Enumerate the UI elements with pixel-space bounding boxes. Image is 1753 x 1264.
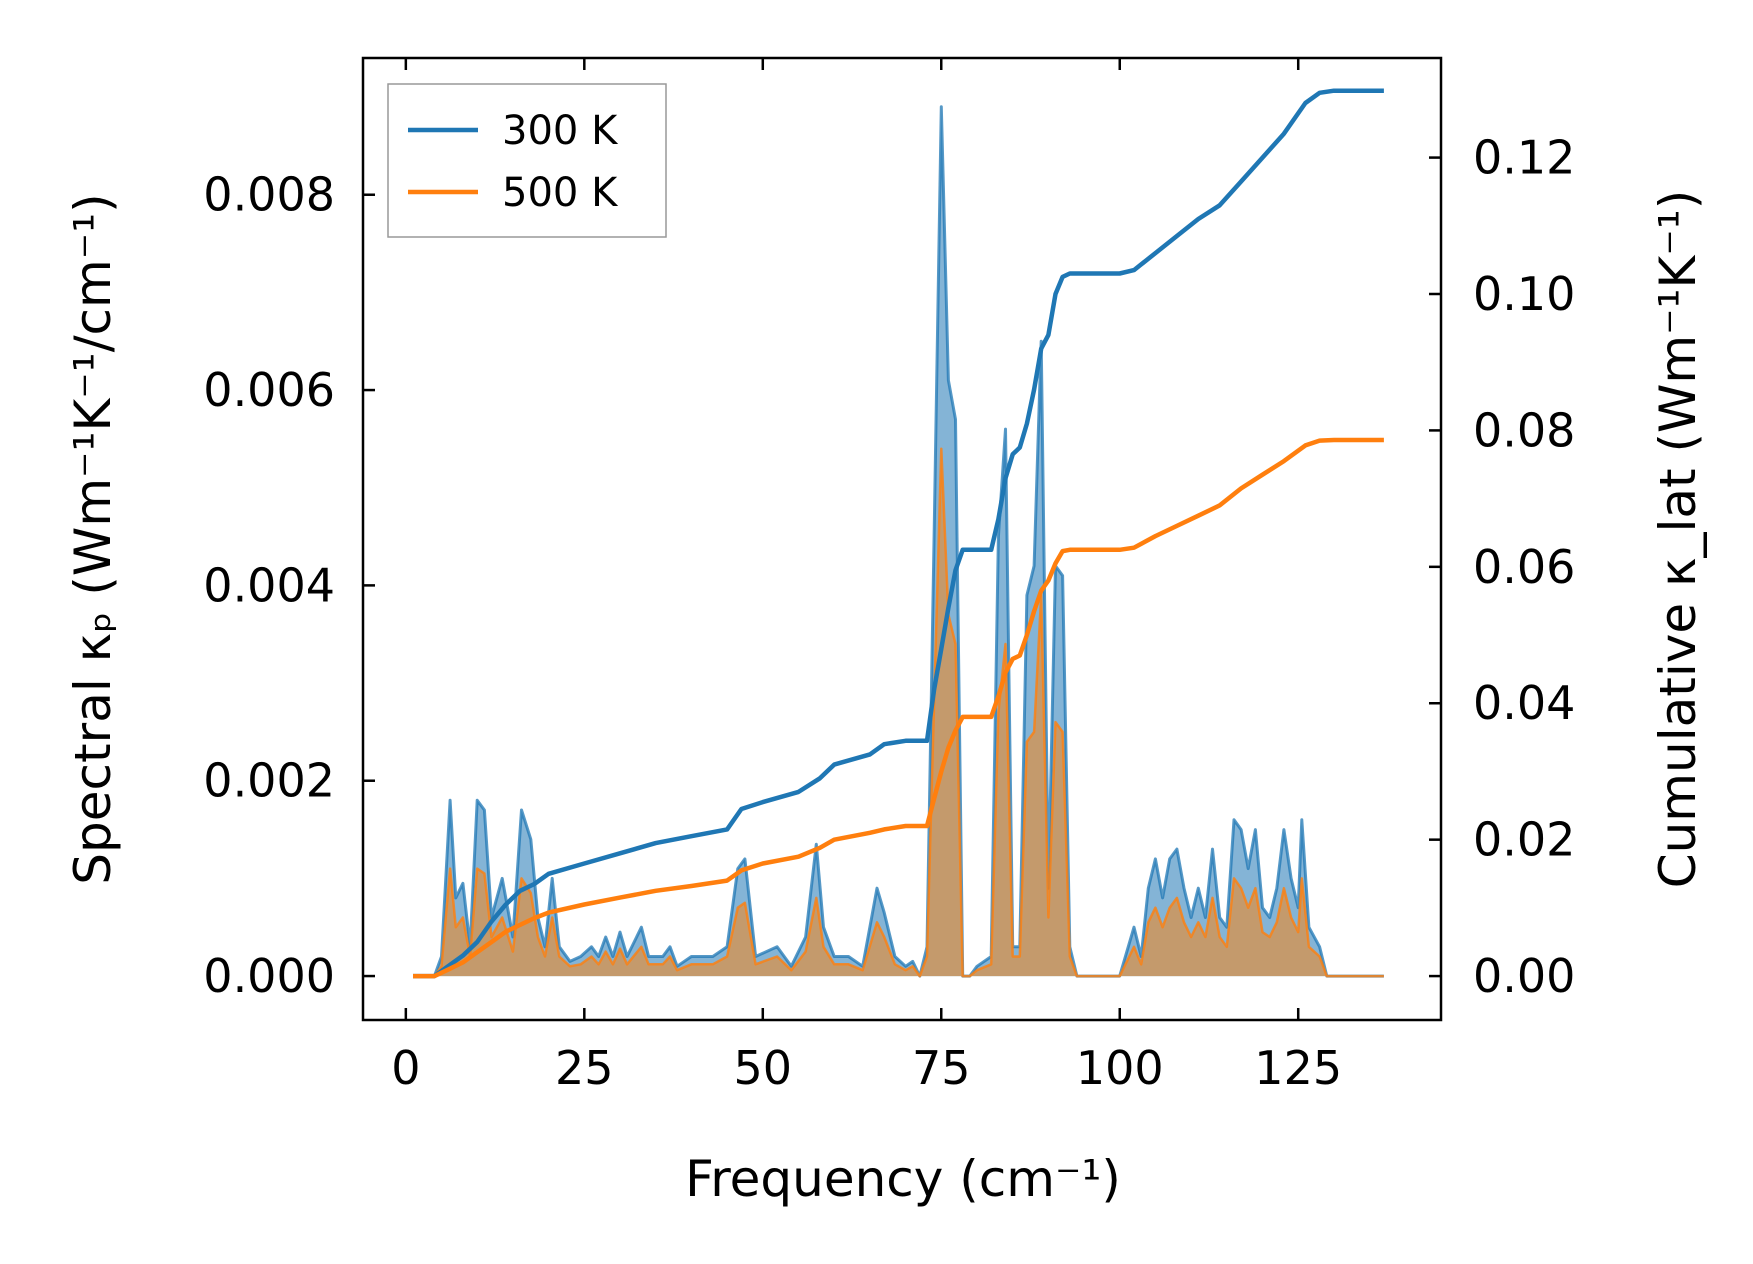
cumulative-300k-line <box>413 88 1384 979</box>
x-tick-label: 0 <box>391 1041 420 1095</box>
y-right-tick-label: 0.12 <box>1473 131 1575 185</box>
x-tick-label: 25 <box>555 1041 614 1095</box>
legend-label-500k: 500 K <box>502 170 619 216</box>
x-tick-label: 75 <box>912 1041 971 1095</box>
x-tick-label: 125 <box>1254 1041 1342 1095</box>
y-left-tick-label: 0.002 <box>203 754 335 808</box>
y-right-tick-label: 0.00 <box>1473 949 1575 1003</box>
x-tick-label: 50 <box>734 1041 793 1095</box>
y-right-tick-label: 0.06 <box>1473 540 1575 594</box>
spectral-500k-area <box>413 448 1384 977</box>
x-axis-title: Frequency (cm⁻¹) <box>685 1150 1121 1208</box>
y-right-tick-label: 0.02 <box>1473 813 1575 867</box>
y-axis-right-title: Cumulative κ_lat (Wm⁻¹K⁻¹) <box>1649 190 1707 889</box>
y-left-tick-label: 0.006 <box>203 363 335 417</box>
cumulative-500k-line <box>413 437 1384 979</box>
spectral-300k-area <box>413 106 1384 977</box>
y-right-tick-label: 0.04 <box>1473 676 1575 730</box>
y-right-tick-label: 0.08 <box>1473 403 1575 457</box>
x-tick-label: 100 <box>1076 1041 1164 1095</box>
legend-label-300k: 300 K <box>502 108 619 154</box>
y-left-tick-label: 0.004 <box>203 558 335 612</box>
plot-frame <box>361 56 1443 1022</box>
legend: 300 K 500 K <box>387 83 667 238</box>
y-left-tick-label: 0.008 <box>203 168 335 222</box>
legend-box <box>387 83 667 238</box>
spectral-500k-line <box>413 447 1384 978</box>
spectral-300k-line <box>413 105 1384 978</box>
y-right-tick-label: 0.10 <box>1473 267 1575 321</box>
y-left-tick-label: 0.000 <box>203 949 335 1003</box>
y-axis-left-title: Spectral κₚ (Wm⁻¹K⁻¹/cm⁻¹) <box>64 193 122 884</box>
